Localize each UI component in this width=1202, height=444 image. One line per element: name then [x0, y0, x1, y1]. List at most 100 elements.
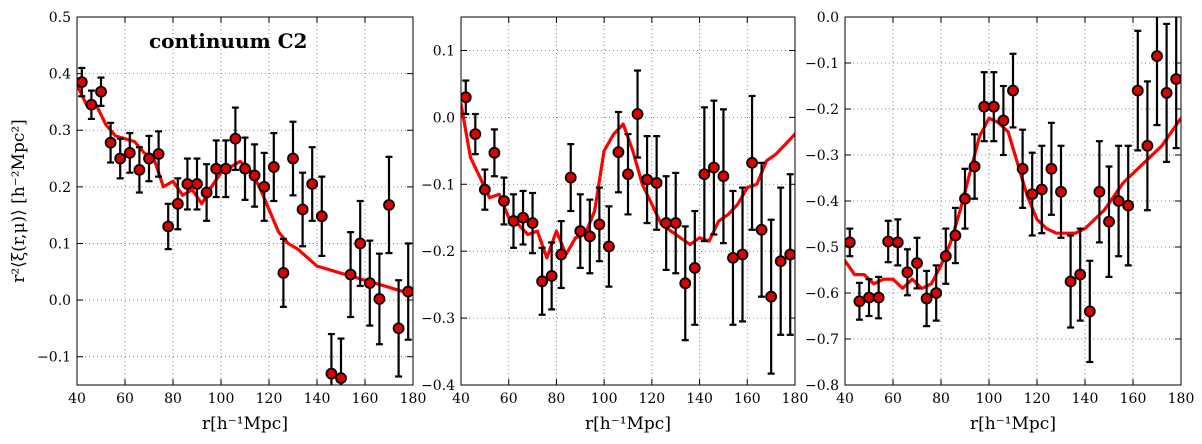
- data-point: [765, 290, 778, 303]
- y-tick-label: −0.4: [805, 194, 839, 210]
- y-tick-label: −0.7: [805, 332, 839, 348]
- x-tick-label: 60: [116, 391, 134, 407]
- data-point: [939, 250, 952, 263]
- x-tick-label: 60: [500, 391, 518, 407]
- data-point: [181, 178, 194, 190]
- data-point: [104, 136, 117, 149]
- data-point: [383, 199, 395, 211]
- data-point: [1103, 215, 1115, 228]
- data-point: [488, 146, 501, 159]
- x-tick-label: 60: [884, 391, 902, 407]
- y-tick-label: 0.1: [49, 236, 71, 252]
- data-point: [1093, 185, 1106, 198]
- x-tick-label: 80: [932, 391, 950, 407]
- y-tick-label: −0.1: [421, 177, 455, 193]
- data-point: [152, 148, 165, 160]
- y-tick-label: 0.0: [49, 293, 71, 309]
- data-point: [229, 132, 242, 145]
- y-tick-label: 0.5: [49, 10, 71, 26]
- data-point: [1170, 73, 1181, 85]
- data-point: [1083, 305, 1096, 318]
- x-tick-label: 100: [591, 391, 618, 407]
- data-point: [239, 162, 251, 175]
- panel-title: continuum C2: [149, 29, 307, 53]
- data-point: [650, 177, 663, 189]
- data-point: [335, 372, 347, 385]
- y-tick-label: −0.2: [421, 244, 455, 260]
- y-tick-label: −0.1: [37, 350, 71, 366]
- x-tick-label: 100: [208, 391, 235, 407]
- data-point: [267, 161, 280, 173]
- data-point: [920, 292, 933, 305]
- data-point: [171, 197, 184, 210]
- data-point: [517, 211, 529, 224]
- axes-frame: [844, 16, 1182, 386]
- y-tick-label: −0.5: [805, 240, 839, 256]
- data-point: [949, 229, 962, 242]
- x-tick-label: 160: [1120, 391, 1147, 407]
- x-tick-label: 180: [400, 391, 427, 407]
- x-tick-label: 40: [68, 391, 86, 407]
- data-point: [1131, 84, 1144, 97]
- data-point: [123, 146, 136, 159]
- x-axis-label: r[h⁻¹Mpc]: [202, 414, 288, 434]
- data-point: [736, 248, 749, 261]
- data-point: [727, 251, 739, 264]
- data-point: [978, 100, 991, 113]
- data-point: [191, 178, 203, 190]
- data-point: [315, 210, 328, 223]
- data-point: [968, 160, 981, 173]
- data-point: [306, 178, 319, 190]
- data-point: [536, 275, 549, 288]
- data-point: [210, 162, 223, 175]
- data-point: [1122, 199, 1135, 212]
- data-point: [872, 291, 885, 304]
- x-axis-label: r[h⁻¹Mpc]: [585, 414, 671, 434]
- data-point: [344, 268, 357, 281]
- data-point: [277, 267, 290, 279]
- data-point: [1007, 84, 1019, 97]
- data-point: [755, 223, 768, 236]
- data-point: [507, 215, 520, 227]
- data-point: [200, 186, 213, 199]
- panel-1: 40 60 80 100 120 140 160 180 −0.1 0.0 0.1 0.2 0.3 0.4…: [9, 10, 426, 434]
- data-point: [688, 262, 701, 274]
- data-point: [402, 285, 413, 298]
- data-point: [363, 277, 376, 289]
- y-tick-label: 0.2: [49, 180, 71, 196]
- x-tick-label: 180: [782, 391, 809, 407]
- axes-frame: [460, 16, 796, 386]
- y-tick-label: −0.6: [805, 286, 839, 302]
- x-tick-label: 120: [638, 391, 665, 407]
- data-point: [593, 218, 606, 231]
- data-point: [461, 91, 472, 104]
- y-tick-label: −0.3: [805, 148, 839, 164]
- data-point: [1141, 139, 1154, 152]
- data-point: [707, 161, 720, 174]
- data-point: [603, 240, 615, 253]
- data-point: [882, 235, 895, 248]
- data-point: [1074, 268, 1087, 281]
- y-tick-label: −0.8: [805, 378, 839, 394]
- data-point: [698, 168, 711, 181]
- data-point: [95, 85, 107, 98]
- x-tick-label: 120: [256, 391, 283, 407]
- data-point: [1045, 162, 1058, 175]
- x-axis-label: r[h⁻¹Mpc]: [970, 414, 1056, 434]
- data-point: [1055, 185, 1067, 198]
- data-point: [574, 225, 587, 238]
- data-point: [526, 217, 539, 229]
- data-point: [564, 171, 577, 184]
- data-point: [987, 100, 1000, 113]
- x-tick-label: 180: [1168, 391, 1195, 407]
- data-point: [85, 98, 98, 111]
- data-point: [660, 217, 673, 229]
- x-tick-label: 80: [164, 391, 182, 407]
- data-point: [498, 195, 510, 207]
- plot-content: [845, 17, 1181, 364]
- data-point: [296, 203, 309, 216]
- x-tick-label: 140: [304, 391, 331, 407]
- data-point: [1016, 162, 1029, 175]
- data-point: [863, 291, 875, 304]
